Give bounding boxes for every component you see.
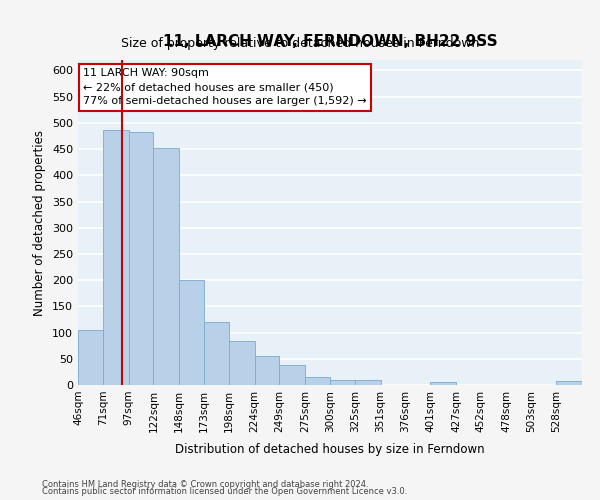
Bar (330, 380, 355, 385)
Bar (556, 382, 582, 385)
Text: Size of property relative to detached houses in Ferndown: Size of property relative to detached ho… (121, 38, 479, 51)
Bar (103, 130, 128, 385)
Title: 11, LARCH WAY, FERNDOWN, BH22 9SS: 11, LARCH WAY, FERNDOWN, BH22 9SS (163, 34, 497, 49)
Bar (128, 132, 154, 385)
Text: Contains HM Land Registry data © Crown copyright and database right 2024.: Contains HM Land Registry data © Crown c… (42, 480, 368, 489)
Bar (78, 330, 103, 385)
Text: Contains public sector information licensed under the Open Government Licence v3: Contains public sector information licen… (42, 487, 407, 496)
Bar (179, 280, 204, 385)
Text: 11 LARCH WAY: 90sqm
← 22% of detached houses are smaller (450)
77% of semi-detac: 11 LARCH WAY: 90sqm ← 22% of detached ho… (83, 68, 367, 106)
Bar (430, 382, 456, 385)
Bar (280, 364, 305, 385)
Bar (229, 342, 254, 385)
Bar (154, 148, 179, 385)
Y-axis label: Number of detached properties: Number of detached properties (34, 130, 46, 316)
Bar (254, 356, 280, 385)
X-axis label: Distribution of detached houses by size in Ferndown: Distribution of detached houses by size … (175, 443, 485, 456)
Bar (305, 377, 330, 385)
Bar (355, 380, 380, 385)
Bar (204, 322, 229, 385)
